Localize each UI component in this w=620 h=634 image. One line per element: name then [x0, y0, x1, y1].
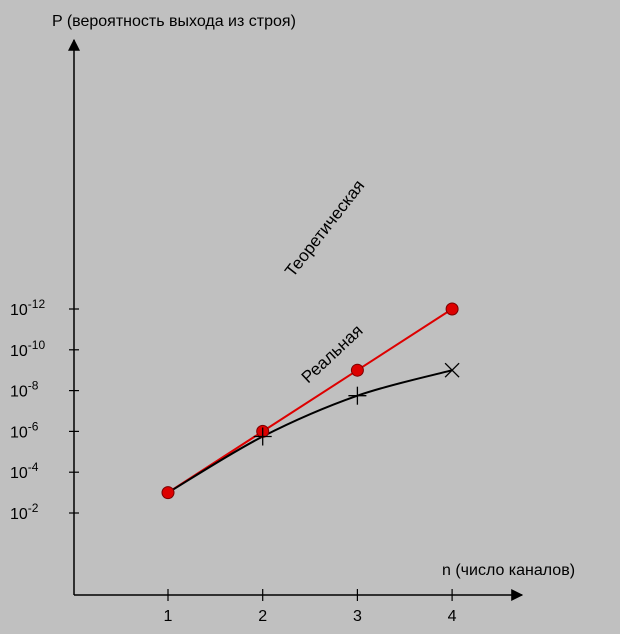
y-tick-label: 10-4 — [10, 460, 39, 482]
x-axis-label: n (число каналов) — [442, 562, 575, 579]
y-axis-label: P (вероятность выхода из строя) — [52, 13, 296, 30]
data-point-theoretical — [161, 486, 175, 500]
x-ticks: 1 2 3 4 — [164, 589, 457, 625]
data-point-real — [348, 386, 367, 405]
series-label-real: Реальная — [298, 321, 367, 387]
data-point-real — [253, 427, 272, 446]
y-tick-label: 10-2 — [10, 501, 39, 523]
y-ticks: 10-2 10-4 10-6 10-8 10-10 10-12 — [10, 297, 79, 523]
series-layer — [161, 302, 460, 500]
y-tick-label: 10-10 — [10, 338, 45, 360]
data-point-theoretical — [445, 302, 459, 316]
data-point-real — [444, 362, 460, 378]
series-line-real — [167, 369, 453, 494]
y-tick-label: 10-6 — [10, 419, 39, 441]
y-tick-label: 10-8 — [10, 379, 39, 401]
x-tick-label: 4 — [448, 608, 457, 625]
series-line-theoretical — [167, 308, 453, 494]
x-tick-label: 1 — [164, 608, 173, 625]
x-tick-label: 3 — [353, 608, 362, 625]
y-tick-label: 10-12 — [10, 297, 45, 319]
x-tick-label: 2 — [258, 608, 267, 625]
data-point-theoretical — [350, 363, 364, 377]
series-label-theoretical: Теоретическая — [281, 176, 368, 280]
series-labels: Теоретическая Реальная — [281, 176, 368, 387]
